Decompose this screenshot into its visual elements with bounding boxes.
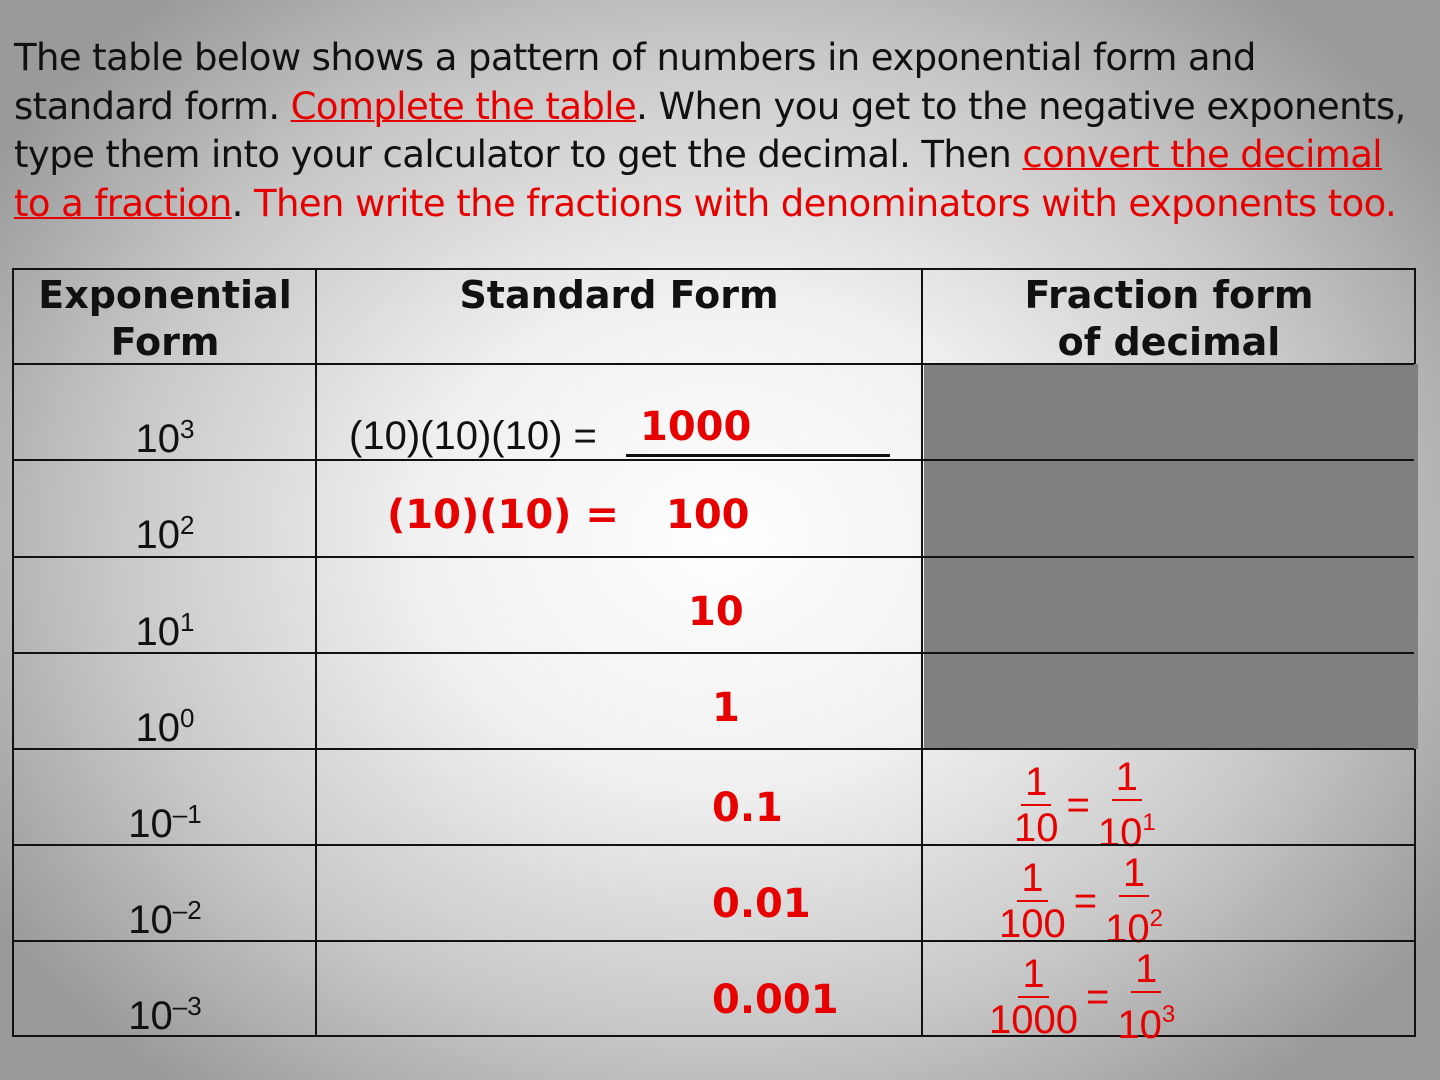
fraction-exponent: 1 102 [1105, 851, 1163, 951]
shaded-cell [924, 557, 1418, 653]
numerator: 1 [1018, 952, 1049, 998]
standard-prefix: (10)(10) = [387, 492, 619, 538]
exp-base: 10 [128, 802, 173, 846]
exponential-value: 100 [14, 703, 316, 751]
exp-base: 10 [128, 898, 173, 942]
standard-value: 0.01 [712, 881, 811, 927]
exp-power: –2 [172, 895, 202, 925]
row-divider [14, 748, 1414, 750]
column-divider [921, 270, 923, 1035]
header-fraction: Fraction form of decimal [1024, 273, 1314, 364]
standard-value: 100 [666, 492, 750, 538]
exp-power: –3 [172, 991, 202, 1021]
exp-power: 1 [180, 607, 195, 637]
answer-line [626, 454, 890, 457]
standard-value: 0.001 [712, 977, 839, 1023]
exponential-value: 103 [14, 414, 316, 462]
denominator: 103 [1117, 993, 1175, 1047]
header-standard: Standard Form [459, 273, 779, 317]
numerator: 1 [1131, 947, 1162, 993]
complete-table-link: Complete the table [290, 84, 637, 128]
numerator: 1 [1021, 760, 1052, 806]
header-exponential: Exponential Form [38, 273, 292, 364]
row-divider [14, 652, 1414, 654]
equals-sign: = [1085, 974, 1110, 1019]
standard-prefix: (10)(10)(10) = [349, 414, 597, 458]
instructions: The table below shows a pattern of numbe… [14, 36, 1406, 225]
fraction-decimal: 1 10 [1014, 760, 1059, 850]
exp-power: –1 [172, 799, 202, 829]
shaded-cell [924, 653, 1418, 749]
denominator: 101 [1098, 801, 1156, 855]
row-divider [14, 363, 1414, 365]
exponential-value: 10–2 [14, 895, 316, 943]
numerator: 1 [1017, 856, 1048, 902]
denominator: 100 [999, 902, 1066, 946]
den-exp: 1 [1142, 809, 1156, 836]
fraction-exponent: 1 103 [1117, 947, 1175, 1047]
den-base: 10 [1097, 811, 1143, 855]
numerator: 1 [1118, 851, 1150, 897]
shaded-cell [924, 460, 1418, 557]
denominator: 10 [1014, 806, 1059, 850]
exp-power: 0 [180, 703, 195, 733]
fraction: 1 10 = 1 101 [1014, 755, 1156, 855]
denominator: 1000 [989, 998, 1078, 1042]
fraction-decimal: 1 1000 [989, 952, 1078, 1042]
column-divider [315, 270, 317, 1035]
row-divider [14, 844, 1414, 846]
equals-sign: = [1066, 782, 1090, 827]
den-base: 10 [1105, 907, 1150, 951]
row-divider [14, 556, 1414, 558]
exponential-value: 10–1 [14, 799, 316, 847]
exp-power: 2 [180, 510, 195, 540]
numerator: 1 [1111, 755, 1142, 801]
exp-power: 3 [180, 414, 195, 444]
equals-sign: = [1073, 878, 1098, 923]
standard-value: 10 [688, 589, 744, 635]
row-divider [14, 940, 1414, 942]
fraction: 1 100 = 1 102 [999, 851, 1163, 951]
exp-base: 10 [135, 610, 181, 654]
standard-value: 0.1 [712, 785, 783, 831]
exp-base: 10 [135, 417, 181, 461]
exp-base: 10 [128, 994, 173, 1038]
den-exp: 2 [1149, 905, 1163, 932]
convert-fraction-link: convert the decimal to a fraction [14, 133, 1383, 225]
standard-value: 1000 [640, 404, 752, 450]
fraction-exponent: 1 101 [1098, 755, 1156, 855]
exponent-table: Exponential Form Standard Form Fraction … [12, 268, 1418, 1047]
exp-base: 10 [135, 706, 181, 750]
row-divider [14, 459, 1414, 461]
den-base: 10 [1117, 1003, 1162, 1047]
exponential-value: 102 [14, 510, 316, 558]
standard-value: 1 [712, 685, 740, 731]
exponential-value: 10–3 [14, 991, 316, 1039]
shaded-cell [924, 364, 1418, 460]
denominator: 102 [1105, 897, 1163, 951]
fraction-decimal: 1 100 [999, 856, 1066, 946]
fraction: 1 1000 = 1 103 [989, 947, 1175, 1047]
exp-base: 10 [135, 513, 181, 557]
den-exp: 3 [1161, 1001, 1176, 1028]
exponential-value: 101 [14, 607, 316, 655]
